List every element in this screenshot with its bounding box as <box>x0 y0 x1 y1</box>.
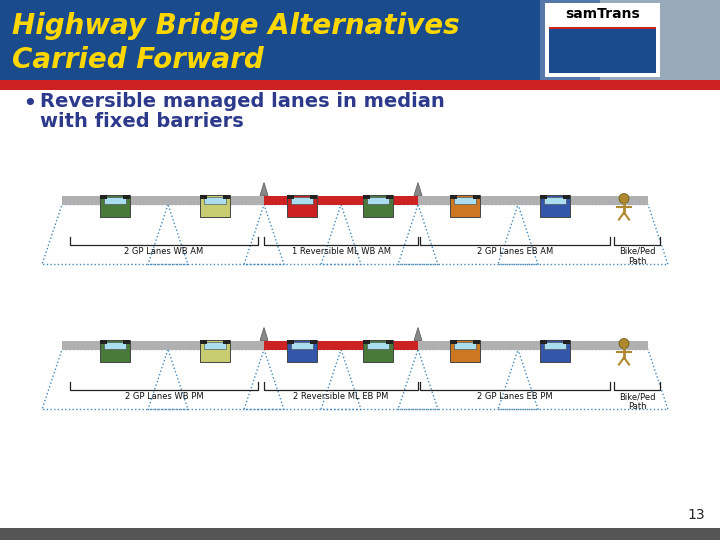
Bar <box>473 194 480 199</box>
Bar <box>367 341 389 348</box>
Text: Carried Forward: Carried Forward <box>12 46 264 74</box>
Bar <box>310 340 317 343</box>
Polygon shape <box>414 327 422 341</box>
Bar <box>540 194 547 199</box>
Bar <box>100 340 130 361</box>
Bar <box>100 194 107 199</box>
Bar <box>540 0 600 80</box>
Bar <box>291 341 313 348</box>
Polygon shape <box>260 327 268 341</box>
Circle shape <box>619 193 629 204</box>
Bar <box>62 195 648 205</box>
Text: •: • <box>22 92 37 116</box>
Bar <box>545 3 660 77</box>
Bar <box>540 194 570 217</box>
Text: samTrans: samTrans <box>565 7 640 21</box>
Circle shape <box>619 339 629 348</box>
Bar <box>563 340 570 343</box>
Bar <box>287 340 317 361</box>
Text: Bike/Ped
Path: Bike/Ped Path <box>618 247 655 266</box>
Bar <box>544 341 566 348</box>
Bar <box>200 340 230 361</box>
Bar <box>287 194 294 199</box>
Bar <box>223 340 230 343</box>
Bar <box>540 340 570 361</box>
Bar <box>549 27 656 37</box>
Bar <box>386 340 393 343</box>
Bar <box>600 0 720 80</box>
Text: Reversible managed lanes in median: Reversible managed lanes in median <box>40 92 445 111</box>
Bar <box>104 197 126 204</box>
Bar <box>204 197 226 204</box>
Bar <box>123 340 130 343</box>
Text: 2 GP Lanes EB PM: 2 GP Lanes EB PM <box>477 392 553 401</box>
Bar <box>204 341 226 348</box>
Polygon shape <box>414 183 422 195</box>
Bar <box>104 341 126 348</box>
Text: with fixed barriers: with fixed barriers <box>40 112 244 131</box>
Bar <box>62 341 648 349</box>
Bar <box>123 194 130 199</box>
Bar <box>540 340 547 343</box>
Bar <box>0 528 720 540</box>
Bar <box>0 80 720 90</box>
Text: Bike/Ped
Path: Bike/Ped Path <box>618 392 655 411</box>
Bar <box>0 0 540 80</box>
Bar <box>223 194 230 199</box>
Polygon shape <box>260 183 268 195</box>
Bar <box>473 340 480 343</box>
Bar <box>264 341 418 349</box>
Bar <box>200 340 207 343</box>
Bar <box>367 197 389 204</box>
Bar <box>563 194 570 199</box>
Bar <box>454 197 476 204</box>
Bar <box>100 194 130 217</box>
Bar <box>287 340 294 343</box>
Bar <box>291 197 313 204</box>
Text: Highway Bridge Alternatives: Highway Bridge Alternatives <box>12 12 459 40</box>
Bar <box>549 29 656 73</box>
Bar <box>200 194 230 217</box>
Bar <box>450 194 457 199</box>
Text: 13: 13 <box>688 508 705 522</box>
Bar <box>264 195 418 205</box>
Text: 2 GP Lanes EB AM: 2 GP Lanes EB AM <box>477 247 553 256</box>
Bar <box>544 197 566 204</box>
Bar <box>200 194 207 199</box>
Bar <box>450 340 457 343</box>
Bar <box>386 194 393 199</box>
Bar <box>450 340 480 361</box>
Bar <box>363 340 370 343</box>
Text: 2 GP Lanes WB AM: 2 GP Lanes WB AM <box>125 247 204 256</box>
Bar <box>363 194 393 217</box>
Text: 2 Reversible ML EB PM: 2 Reversible ML EB PM <box>293 392 389 401</box>
Bar <box>450 194 480 217</box>
Bar <box>287 194 317 217</box>
Text: 1 Reversible ML WB AM: 1 Reversible ML WB AM <box>292 247 390 256</box>
Bar <box>310 194 317 199</box>
Bar <box>363 340 393 361</box>
Bar <box>454 341 476 348</box>
Bar <box>100 340 107 343</box>
Bar <box>363 194 370 199</box>
Text: 2 GP Lanes WB PM: 2 GP Lanes WB PM <box>125 392 203 401</box>
